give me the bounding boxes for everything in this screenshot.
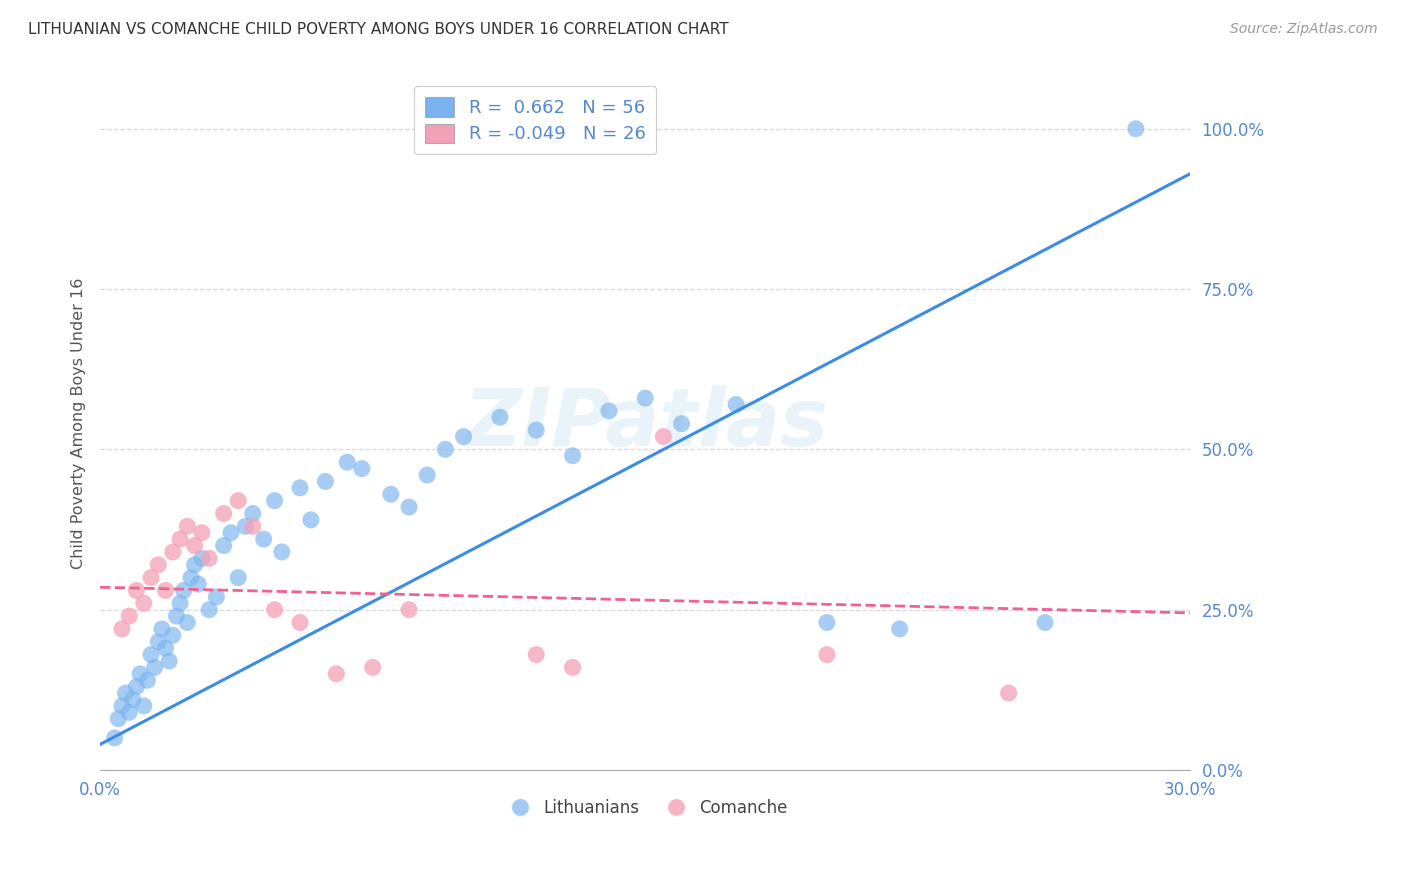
- Point: [173, 583, 195, 598]
- Point: [132, 698, 155, 713]
- Point: [118, 609, 141, 624]
- Point: [212, 539, 235, 553]
- Point: [104, 731, 127, 745]
- Point: [143, 660, 166, 674]
- Point: [155, 641, 177, 656]
- Point: [253, 532, 276, 546]
- Point: [139, 571, 162, 585]
- Point: [198, 551, 221, 566]
- Point: [183, 539, 205, 553]
- Point: [118, 706, 141, 720]
- Point: [111, 698, 134, 713]
- Point: [180, 571, 202, 585]
- Point: [169, 532, 191, 546]
- Point: [139, 648, 162, 662]
- Point: [219, 525, 242, 540]
- Point: [671, 417, 693, 431]
- Point: [524, 648, 547, 662]
- Point: [114, 686, 136, 700]
- Point: [434, 442, 457, 457]
- Point: [121, 692, 143, 706]
- Point: [815, 615, 838, 630]
- Point: [263, 493, 285, 508]
- Point: [125, 583, 148, 598]
- Point: [1125, 121, 1147, 136]
- Point: [235, 519, 257, 533]
- Point: [148, 634, 170, 648]
- Point: [226, 571, 249, 585]
- Point: [561, 449, 583, 463]
- Point: [288, 615, 311, 630]
- Point: [176, 615, 198, 630]
- Point: [136, 673, 159, 688]
- Point: [183, 558, 205, 572]
- Point: [107, 712, 129, 726]
- Text: ZIPatlas: ZIPatlas: [463, 384, 828, 463]
- Point: [350, 461, 373, 475]
- Point: [889, 622, 911, 636]
- Point: [176, 519, 198, 533]
- Point: [198, 603, 221, 617]
- Point: [398, 500, 420, 514]
- Point: [157, 654, 180, 668]
- Point: [561, 660, 583, 674]
- Point: [652, 429, 675, 443]
- Point: [489, 410, 512, 425]
- Point: [162, 628, 184, 642]
- Point: [169, 596, 191, 610]
- Y-axis label: Child Poverty Among Boys Under 16: Child Poverty Among Boys Under 16: [72, 278, 86, 569]
- Point: [242, 507, 264, 521]
- Point: [187, 577, 209, 591]
- Point: [125, 680, 148, 694]
- Text: Source: ZipAtlas.com: Source: ZipAtlas.com: [1230, 22, 1378, 37]
- Point: [111, 622, 134, 636]
- Point: [129, 666, 152, 681]
- Point: [314, 475, 336, 489]
- Point: [165, 609, 187, 624]
- Point: [162, 545, 184, 559]
- Text: LITHUANIAN VS COMANCHE CHILD POVERTY AMONG BOYS UNDER 16 CORRELATION CHART: LITHUANIAN VS COMANCHE CHILD POVERTY AMO…: [28, 22, 728, 37]
- Point: [191, 551, 214, 566]
- Point: [299, 513, 322, 527]
- Point: [453, 429, 475, 443]
- Point: [361, 660, 384, 674]
- Point: [155, 583, 177, 598]
- Point: [205, 590, 228, 604]
- Point: [212, 507, 235, 521]
- Point: [398, 603, 420, 617]
- Point: [132, 596, 155, 610]
- Point: [416, 468, 439, 483]
- Point: [242, 519, 264, 533]
- Point: [1033, 615, 1056, 630]
- Point: [150, 622, 173, 636]
- Point: [815, 648, 838, 662]
- Point: [226, 493, 249, 508]
- Point: [270, 545, 292, 559]
- Point: [148, 558, 170, 572]
- Point: [288, 481, 311, 495]
- Point: [725, 397, 748, 411]
- Point: [325, 666, 347, 681]
- Point: [524, 423, 547, 437]
- Point: [191, 525, 214, 540]
- Point: [598, 404, 620, 418]
- Point: [380, 487, 402, 501]
- Point: [634, 391, 657, 405]
- Point: [997, 686, 1019, 700]
- Legend: Lithuanians, Comanche: Lithuanians, Comanche: [496, 793, 794, 824]
- Point: [263, 603, 285, 617]
- Point: [336, 455, 359, 469]
